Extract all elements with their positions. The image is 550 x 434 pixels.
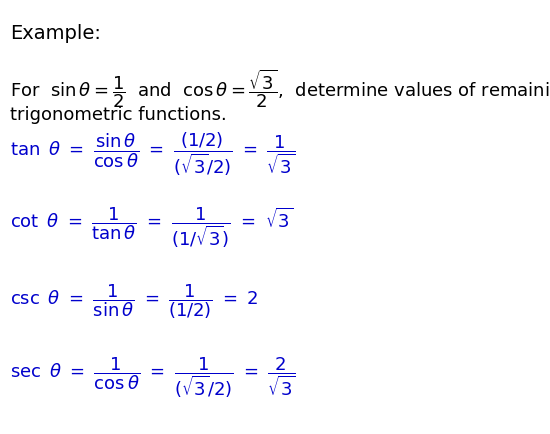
Text: For  $\sin\theta = \dfrac{1}{2}$  and  $\cos\theta = \dfrac{\sqrt{3}}{2}$,  dete: For $\sin\theta = \dfrac{1}{2}$ and $\co… (10, 67, 550, 110)
Text: $\sec\ \theta\ =\ \dfrac{1}{\cos\theta}\ =\ \dfrac{1}{(\sqrt{3}/2)}\ =\ \dfrac{2: $\sec\ \theta\ =\ \dfrac{1}{\cos\theta}\… (10, 355, 296, 400)
Text: $\cot\ \theta\ =\ \dfrac{1}{\tan\theta}\ =\ \dfrac{1}{(1/\sqrt{3})}\ =\ \sqrt{3}: $\cot\ \theta\ =\ \dfrac{1}{\tan\theta}\… (10, 205, 293, 250)
Text: $\csc\ \theta\ =\ \dfrac{1}{\sin\theta}\ =\ \dfrac{1}{(1/2)}\ =\ 2$: $\csc\ \theta\ =\ \dfrac{1}{\sin\theta}\… (10, 282, 258, 321)
Text: Example:: Example: (10, 24, 101, 43)
Text: $\tan\ \theta\ =\ \dfrac{\sin\theta}{\cos\theta}\ =\ \dfrac{(1/2)}{(\sqrt{3}/2)}: $\tan\ \theta\ =\ \dfrac{\sin\theta}{\co… (10, 130, 295, 178)
Text: trigonometric functions.: trigonometric functions. (10, 106, 227, 124)
